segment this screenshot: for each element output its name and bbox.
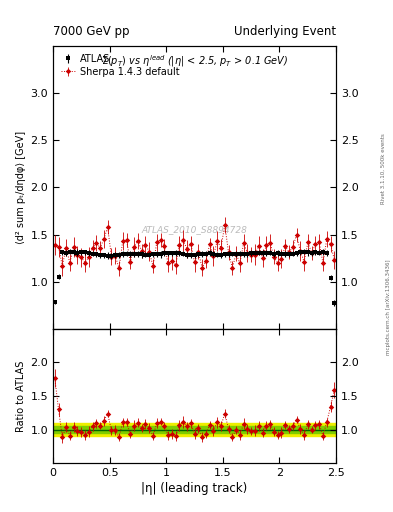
Text: $\Sigma(p_T)$ vs $\eta^{lead}$ ($|\eta|$ < 2.5, $p_T$ > 0.1 GeV): $\Sigma(p_T)$ vs $\eta^{lead}$ ($|\eta|$… (101, 53, 288, 69)
Y-axis label: ⟨d² sum pₜ/dηdφ⟩ [GeV]: ⟨d² sum pₜ/dηdφ⟩ [GeV] (16, 131, 26, 244)
Y-axis label: Ratio to ATLAS: Ratio to ATLAS (16, 360, 26, 432)
X-axis label: |η| (leading track): |η| (leading track) (141, 482, 248, 496)
Text: mcplots.cern.ch [arXiv:1306.3436]: mcplots.cern.ch [arXiv:1306.3436] (386, 260, 391, 355)
Bar (53, 423, 336, 436)
Text: Underlying Event: Underlying Event (234, 25, 336, 37)
Bar (53, 426, 336, 433)
Text: ATLAS_2010_S8894728: ATLAS_2010_S8894728 (141, 225, 248, 234)
Legend: ATLAS, Sherpa 1.4.3 default: ATLAS, Sherpa 1.4.3 default (58, 51, 183, 80)
Text: 7000 GeV pp: 7000 GeV pp (53, 25, 130, 37)
Text: Rivet 3.1.10, 500k events: Rivet 3.1.10, 500k events (381, 134, 386, 204)
